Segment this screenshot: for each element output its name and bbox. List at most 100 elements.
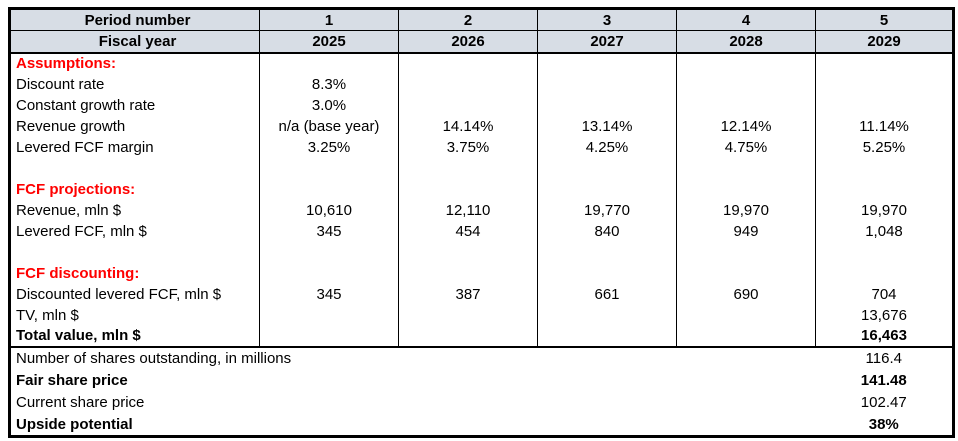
cell: [815, 94, 954, 116]
cell: [537, 178, 677, 200]
row-label: Revenue growth: [16, 117, 126, 135]
cell: 16,463: [815, 325, 954, 347]
cell: 12.14%: [676, 115, 816, 137]
row-label: Levered FCF, mln $: [16, 222, 147, 240]
cell: 141.48: [860, 371, 907, 389]
row-label: [10, 158, 260, 179]
row-levered-fcf: Levered FCF, mln $ 345 454 840 949 1,048: [10, 220, 954, 242]
fiscal-year-row: Fiscal year 2025 2026 2027 2028 2029: [9, 30, 954, 53]
cell: 102.47: [860, 394, 907, 412]
row-label: Fair share price: [16, 371, 128, 389]
row-label: Discount rate: [16, 75, 105, 93]
cell: [537, 262, 677, 284]
fiscal-year-value: 2027: [537, 30, 677, 53]
row-current-share-price: Current share price 102.47: [10, 392, 954, 415]
row-assumptions-heading: Assumptions:: [10, 52, 954, 74]
cell: [398, 73, 538, 95]
fiscal-year-value: 2028: [676, 30, 816, 53]
cell: 116.4: [865, 349, 902, 367]
spacer-row: [10, 157, 954, 179]
cell: [815, 52, 954, 74]
cell: 949: [676, 220, 816, 242]
cell: [398, 304, 538, 326]
section-label: FCF discounting:: [16, 264, 140, 282]
cell: 38%: [868, 416, 899, 433]
row-shares-outstanding: Number of shares outstanding, in million…: [10, 347, 954, 370]
cell: [676, 73, 816, 95]
cell: 3.0%: [259, 94, 399, 116]
fiscal-year-label: Fiscal year: [9, 30, 260, 53]
period-number-value: 5: [815, 8, 954, 31]
cell: 1,048: [815, 220, 954, 242]
cell: [676, 157, 816, 179]
cell: [676, 94, 816, 116]
cell: 4.75%: [676, 136, 816, 158]
row-label: [10, 242, 260, 263]
row-total-value: Total value, mln $ 16,463: [9, 325, 954, 347]
cell: [259, 52, 399, 74]
dcf-valuation-table: Period number 1 2 3 4 5 Fiscal year 2025…: [8, 7, 955, 438]
cell: 10,610: [259, 199, 399, 221]
period-number-value: 1: [259, 8, 399, 31]
cell: 454: [398, 220, 538, 242]
cell: [676, 304, 816, 326]
cell: 840: [537, 220, 677, 242]
cell: [676, 52, 816, 74]
cell: [398, 52, 538, 74]
cell: 19,970: [676, 199, 816, 221]
cell: 14.14%: [398, 115, 538, 137]
cell: [537, 304, 677, 326]
cell: [815, 262, 954, 284]
cell: n/a (base year): [259, 115, 399, 137]
cell: 19,770: [537, 199, 677, 221]
cell: 3.25%: [259, 136, 399, 158]
fiscal-year-value: 2026: [398, 30, 538, 53]
period-number-row: Period number 1 2 3 4 5: [9, 8, 954, 31]
cell: [259, 325, 399, 347]
cell: [259, 304, 399, 326]
row-upside-potential: Upside potential 38%: [10, 414, 954, 437]
section-label: Assumptions:: [16, 55, 117, 72]
cell: [815, 73, 954, 95]
cell: [259, 262, 399, 284]
row-label: Total value, mln $: [16, 327, 141, 344]
cell: 387: [398, 283, 538, 305]
cell: [676, 178, 816, 200]
cell: [537, 73, 677, 95]
row-discount-rate: Discount rate 8.3%: [10, 73, 954, 95]
row-discounted-levered-fcf: Discounted levered FCF, mln $ 345 387 66…: [10, 283, 954, 305]
cell: [537, 241, 677, 263]
cell: 690: [676, 283, 816, 305]
cell: 12,110: [398, 199, 538, 221]
cell: 5.25%: [815, 136, 954, 158]
cell: [676, 262, 816, 284]
cell: [815, 157, 954, 179]
cell: [537, 325, 677, 347]
row-revenue-growth: Revenue growth n/a (base year) 14.14% 13…: [10, 115, 954, 137]
cell: [537, 157, 677, 179]
row-label: Discounted levered FCF, mln $: [16, 285, 222, 303]
row-label: Revenue, mln $: [16, 201, 122, 219]
cell: [398, 178, 538, 200]
fiscal-year-value: 2025: [259, 30, 399, 53]
cell: [398, 157, 538, 179]
row-label: Constant growth rate: [16, 96, 156, 114]
cell: [537, 52, 677, 74]
cell: 345: [259, 283, 399, 305]
cell: 704: [815, 283, 954, 305]
cell: [537, 94, 677, 116]
period-number-value: 4: [676, 8, 816, 31]
cell: [815, 241, 954, 263]
cell: 345: [259, 220, 399, 242]
cell: 19,970: [815, 199, 954, 221]
spacer-row: [10, 241, 954, 263]
row-revenue: Revenue, mln $ 10,610 12,110 19,770 19,9…: [10, 199, 954, 221]
cell: 13,676: [815, 304, 954, 326]
row-fcf-projections-heading: FCF projections:: [10, 178, 954, 200]
cell: [676, 241, 816, 263]
row-label: TV, mln $: [16, 306, 79, 324]
cell: [259, 157, 399, 179]
cell: 661: [537, 283, 677, 305]
cell: 4.25%: [537, 136, 677, 158]
